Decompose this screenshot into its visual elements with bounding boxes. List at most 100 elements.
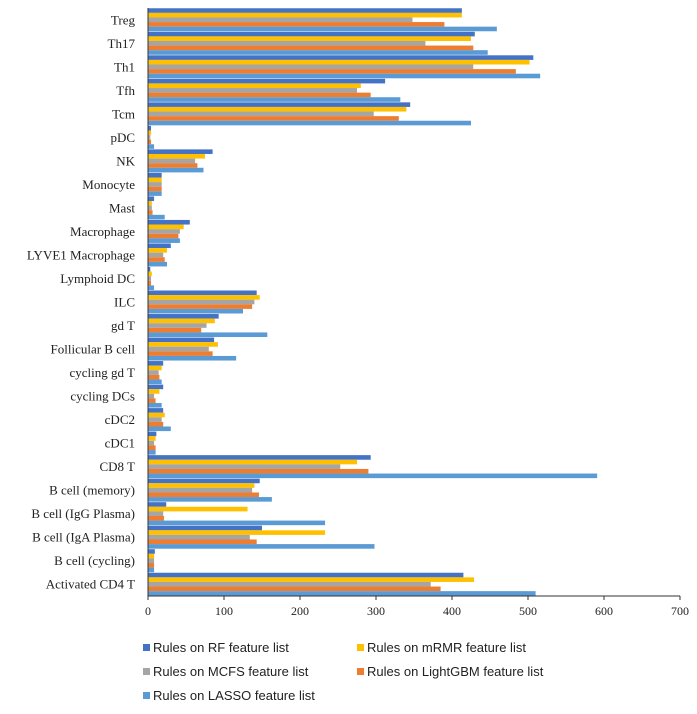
bar-tfh-s1 bbox=[148, 78, 386, 84]
category-label: cDC1 bbox=[105, 436, 135, 451]
bar-activated-cd4-t-s5 bbox=[148, 591, 536, 596]
bar-lyve1-macrophage-s4 bbox=[148, 257, 165, 262]
category-label: Macrophage bbox=[70, 224, 135, 239]
bar-lyve1-macrophage-s1 bbox=[148, 243, 171, 249]
x-tick-label: 600 bbox=[595, 604, 613, 618]
category-label: Tcm bbox=[112, 106, 135, 121]
bar-cd8-t-s2 bbox=[148, 459, 357, 465]
bar-th1-s5 bbox=[148, 73, 541, 79]
bars-layer bbox=[148, 8, 598, 596]
category-label: CD8 T bbox=[99, 459, 135, 474]
bar-monocyte-s2 bbox=[148, 177, 162, 183]
bar-lymphoid-dc-s5 bbox=[148, 285, 155, 290]
bar-ilc-s4 bbox=[148, 304, 253, 309]
category-label: Follicular B cell bbox=[51, 342, 136, 357]
bar-b-cell-memory-s3 bbox=[148, 487, 253, 493]
bar-th17-s3 bbox=[148, 40, 426, 46]
bar-th17-s1 bbox=[148, 31, 475, 37]
bar-macrophage-s2 bbox=[148, 224, 184, 230]
bar-b-cell-memory-s1 bbox=[148, 478, 260, 484]
category-label: Activated CD4 T bbox=[46, 577, 135, 592]
bar-cdc1-s2 bbox=[148, 436, 156, 441]
bar-b-cell-iga-plasma-s5 bbox=[148, 544, 375, 549]
bar-cycling-gd-t-s2 bbox=[148, 365, 162, 371]
bar-tfh-s2 bbox=[148, 83, 361, 89]
bar-activated-cd4-t-s2 bbox=[148, 577, 475, 582]
legend-label: Rules on LASSO feature list bbox=[153, 688, 315, 703]
x-tick-label: 0 bbox=[145, 604, 151, 618]
bar-ilc-s1 bbox=[148, 290, 257, 296]
bar-nk-s1 bbox=[148, 149, 213, 154]
category-label: cycling gd T bbox=[70, 365, 136, 380]
bar-pdc-s5 bbox=[148, 144, 155, 149]
bar-tfh-s3 bbox=[148, 88, 357, 93]
bar-cdc1-s3 bbox=[148, 440, 155, 446]
bar-b-cell-igg-plasma-s1 bbox=[148, 502, 167, 507]
bar-pdc-s2 bbox=[148, 130, 152, 136]
bar-th1-s2 bbox=[148, 59, 530, 65]
bar-treg-s2 bbox=[148, 12, 462, 18]
bar-tcm-s4 bbox=[148, 116, 399, 121]
bar-b-cell-iga-plasma-s2 bbox=[148, 530, 326, 535]
bar-treg-s1 bbox=[148, 8, 462, 13]
bar-cdc1-s1 bbox=[148, 431, 157, 437]
bar-follicular-b-cell-s4 bbox=[148, 351, 213, 356]
x-tick-label: 500 bbox=[519, 604, 537, 618]
category-label: gd T bbox=[111, 318, 135, 333]
bar-cd8-t-s1 bbox=[148, 455, 371, 460]
bar-tcm-s2 bbox=[148, 106, 407, 112]
bar-monocyte-s3 bbox=[148, 182, 162, 187]
bar-mast-s2 bbox=[148, 201, 152, 206]
bar-ilc-s2 bbox=[148, 295, 260, 300]
category-label: pDC bbox=[110, 130, 135, 145]
bar-cdc1-s4 bbox=[148, 445, 156, 451]
bar-nk-s2 bbox=[148, 153, 205, 159]
category-label: Mast bbox=[109, 200, 135, 215]
bar-cycling-gd-t-s5 bbox=[148, 379, 162, 385]
x-axis-ticks: 0 100 200 300 400 500 600 700 bbox=[145, 596, 689, 618]
bar-macrophage-s5 bbox=[148, 238, 180, 243]
bar-nk-s5 bbox=[148, 167, 204, 173]
category-label: B cell (IgA Plasma) bbox=[32, 530, 135, 545]
bar-tfh-s4 bbox=[148, 92, 371, 98]
bar-b-cell-iga-plasma-s4 bbox=[148, 539, 257, 545]
bar-cd8-t-s4 bbox=[148, 468, 369, 474]
bar-pdc-s3 bbox=[148, 135, 151, 140]
bar-nk-s4 bbox=[148, 163, 198, 168]
bar-mast-s1 bbox=[148, 196, 155, 202]
bar-follicular-b-cell-s5 bbox=[148, 355, 237, 361]
bar-th17-s4 bbox=[148, 45, 474, 51]
bar-b-cell-igg-plasma-s5 bbox=[148, 520, 326, 526]
legend-swatch bbox=[357, 668, 364, 675]
bar-gd-t-s4 bbox=[148, 327, 202, 333]
category-label: ILC bbox=[114, 295, 135, 310]
category-label: cDC2 bbox=[105, 412, 135, 427]
category-label: LYVE1 Macrophage bbox=[27, 247, 135, 262]
bar-gd-t-s2 bbox=[148, 318, 215, 324]
bar-monocyte-s1 bbox=[148, 172, 162, 178]
bar-lymphoid-dc-s4 bbox=[148, 280, 152, 286]
bar-cdc2-s1 bbox=[148, 408, 164, 413]
bar-nk-s3 bbox=[148, 158, 196, 164]
bar-lymphoid-dc-s1 bbox=[148, 266, 151, 272]
bar-b-cell-iga-plasma-s3 bbox=[148, 534, 250, 540]
bar-lymphoid-dc-s2 bbox=[148, 271, 152, 277]
bar-activated-cd4-t-s1 bbox=[148, 572, 464, 578]
x-tick-label: 100 bbox=[215, 604, 233, 618]
x-tick-label: 200 bbox=[291, 604, 309, 618]
bar-lyve1-macrophage-s3 bbox=[148, 252, 164, 258]
bar-cdc2-s4 bbox=[148, 421, 164, 427]
category-label: Lymphoid DC bbox=[60, 271, 135, 286]
bar-th17-s2 bbox=[148, 36, 471, 41]
bar-mast-s5 bbox=[148, 214, 165, 220]
bar-b-cell-memory-s5 bbox=[148, 497, 272, 502]
bar-cycling-gd-t-s3 bbox=[148, 370, 159, 375]
bar-th17-s5 bbox=[148, 50, 488, 55]
bar-pdc-s1 bbox=[148, 125, 152, 131]
bar-cycling-dcs-s1 bbox=[148, 384, 164, 390]
category-label: NK bbox=[116, 153, 135, 168]
bar-cd8-t-s5 bbox=[148, 473, 598, 479]
bar-cycling-dcs-s2 bbox=[148, 389, 160, 394]
bar-b-cell-igg-plasma-s3 bbox=[148, 511, 164, 516]
bar-tcm-s5 bbox=[148, 120, 471, 126]
